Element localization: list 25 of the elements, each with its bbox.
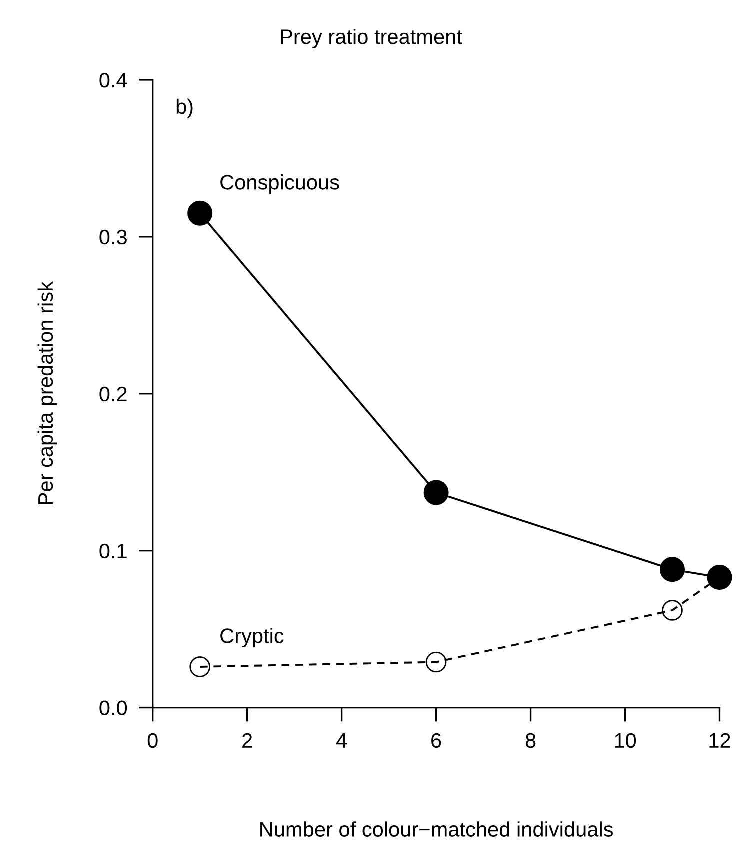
x-tick-label: 10 — [615, 733, 636, 748]
point — [190, 656, 211, 678]
x-tick-label: 8 — [526, 733, 536, 748]
point — [424, 480, 449, 506]
y-tick-label: 0.1 — [100, 544, 127, 559]
x-axis-title: Number of colour−matched individuals — [260, 822, 614, 837]
point — [662, 600, 683, 621]
y-tick-label: 0.2 — [100, 386, 127, 402]
point — [660, 557, 685, 582]
x-tick-label: 2 — [242, 733, 252, 748]
y-tick-label: 0.3 — [100, 230, 127, 245]
y-axis-title: Per capita predation risk — [38, 282, 58, 504]
y-tick-label: 0.0 — [100, 700, 128, 716]
x-tick-label: 12 — [710, 733, 730, 748]
x-tick-label: 0 — [148, 733, 158, 748]
annotation: b) — [176, 98, 193, 118]
series-label: Conspicuous — [220, 174, 340, 194]
chart-title: Prey ratio treatment — [281, 28, 462, 48]
series-label: Cryptic — [220, 628, 284, 648]
point — [707, 565, 732, 590]
x-tick-label: 4 — [336, 734, 347, 748]
point — [188, 200, 213, 226]
x-tick-label: 6 — [432, 733, 442, 748]
y-tick-label: 0.4 — [100, 72, 128, 88]
point — [426, 652, 447, 673]
